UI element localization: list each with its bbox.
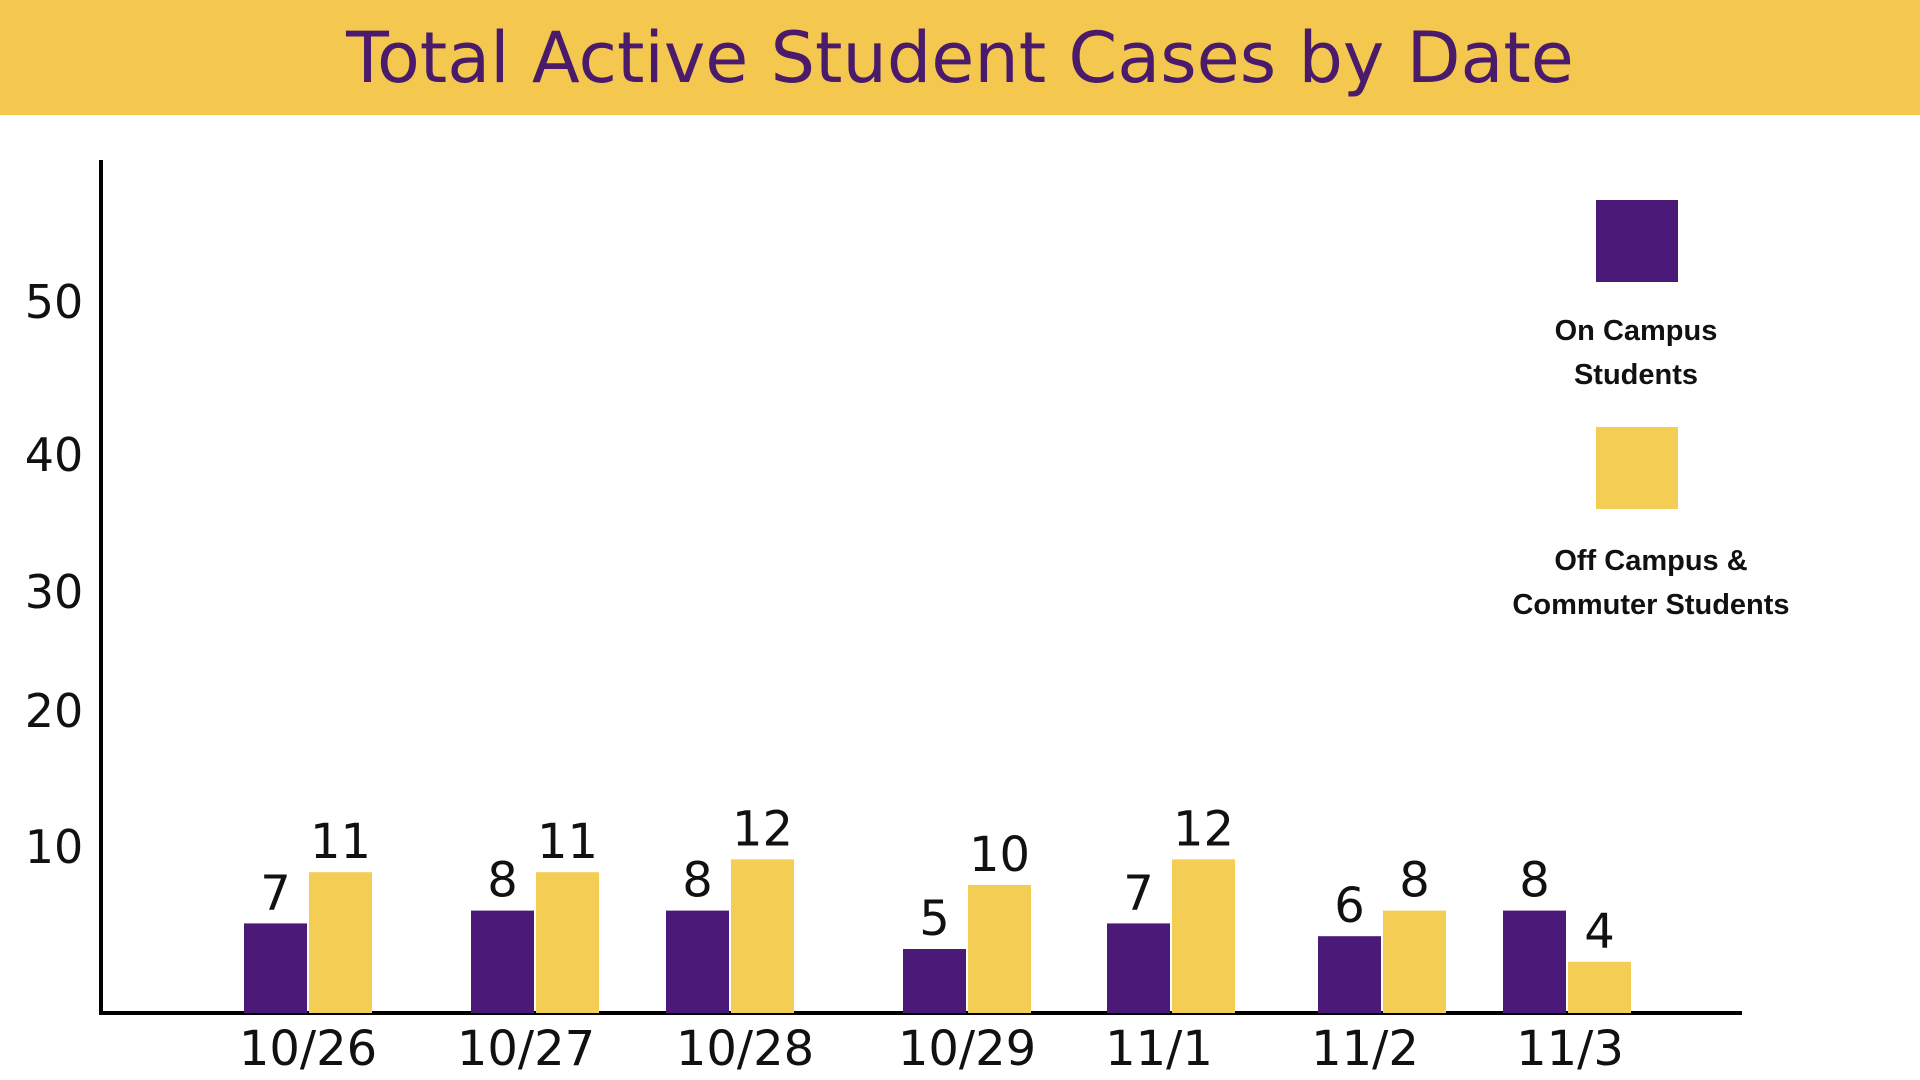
bar-on-campus-10-26 — [244, 923, 307, 1013]
data-label-on-campus: 8 — [682, 853, 713, 909]
bar-off-campus-10-26 — [309, 872, 372, 1013]
bar-on-campus-11-1 — [1107, 923, 1170, 1013]
chart-title: Total Active Student Cases by Date — [346, 16, 1574, 99]
legend-swatch — [1596, 427, 1678, 509]
x-tick-label: 10/27 — [457, 1021, 595, 1077]
title-banner: Total Active Student Cases by Date — [0, 0, 1920, 115]
bar-on-campus-10-29 — [903, 949, 966, 1013]
bar-off-campus-10-27 — [536, 872, 599, 1013]
y-tick-label: 40 — [25, 428, 84, 482]
data-label-off-campus: 12 — [1173, 801, 1234, 857]
bar-off-campus-10-28 — [731, 859, 794, 1013]
data-label-on-campus: 7 — [1123, 865, 1154, 921]
data-label-on-campus: 7 — [260, 865, 291, 921]
data-label-off-campus: 12 — [732, 801, 793, 857]
x-axis-ticks: 10/26 10/27 10/28 10/29 11/1 11/2 11/3 — [239, 1021, 1624, 1077]
bar-off-campus-10-29 — [968, 885, 1031, 1013]
y-tick-label: 20 — [25, 684, 84, 738]
data-label-off-campus: 4 — [1584, 904, 1615, 960]
x-tick-label: 10/29 — [898, 1021, 1036, 1077]
data-label-on-campus: 6 — [1334, 878, 1365, 934]
x-tick-label: 11/2 — [1311, 1021, 1419, 1077]
data-label-off-campus: 8 — [1399, 853, 1430, 909]
y-axis-ticks: 10 20 30 40 50 — [25, 275, 84, 874]
data-label-on-campus: 5 — [919, 891, 950, 947]
legend: On Campus Students Off Campus & Commuter St… — [1512, 200, 1790, 621]
bar-on-campus-11-3 — [1503, 910, 1566, 1013]
y-tick-label: 50 — [25, 275, 84, 329]
legend-swatch — [1596, 200, 1678, 282]
bar-off-campus-11-3 — [1568, 961, 1631, 1013]
legend-label: Students — [1574, 359, 1698, 391]
bar-on-campus-10-27 — [471, 910, 534, 1013]
legend-label: Commuter Students — [1512, 589, 1789, 621]
bar-on-campus-10-28 — [666, 910, 729, 1013]
data-label-on-campus: 8 — [487, 853, 518, 909]
data-label-off-campus: 10 — [969, 827, 1030, 883]
x-tick-label: 11/3 — [1516, 1021, 1624, 1077]
bar-on-campus-11-2 — [1318, 936, 1381, 1013]
x-tick-label: 10/28 — [676, 1021, 814, 1077]
y-tick-label: 30 — [25, 565, 84, 619]
x-tick-label: 10/26 — [239, 1021, 377, 1077]
bar-off-campus-11-1 — [1172, 859, 1235, 1013]
data-label-on-campus: 8 — [1519, 853, 1550, 909]
data-label-off-campus: 11 — [537, 814, 598, 870]
legend-label: On Campus — [1555, 315, 1718, 347]
y-tick-label: 10 — [25, 820, 84, 874]
bar-off-campus-11-2 — [1383, 910, 1446, 1013]
bars — [244, 859, 1631, 1013]
legend-label: Off Campus & — [1554, 545, 1747, 577]
x-tick-label: 11/1 — [1105, 1021, 1213, 1077]
data-label-off-campus: 11 — [310, 814, 371, 870]
